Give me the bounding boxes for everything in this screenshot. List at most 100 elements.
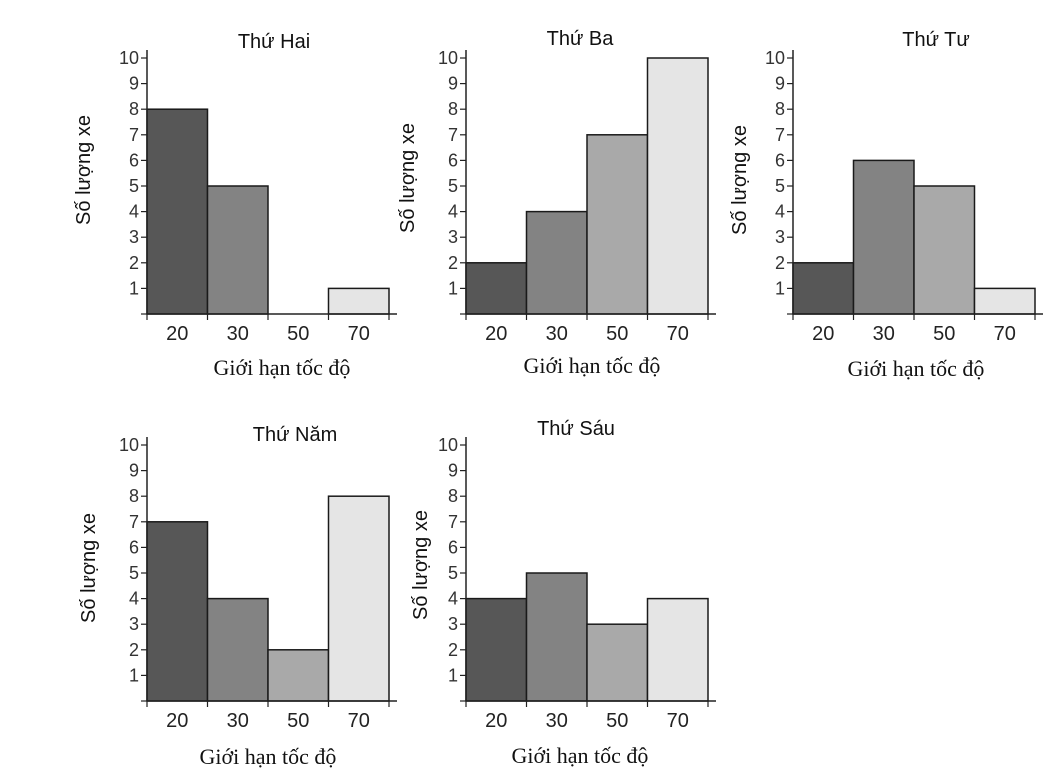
y-tick-label: 3	[129, 614, 139, 634]
bar-chart-2: 1 2 3 4 5 6 7 8 9 10 20 30 50 70 Thứ Ba Số lượng xe Giới…	[397, 28, 716, 378]
x-tick-label: 20	[485, 323, 507, 345]
y-axis-label: Số lượng xe	[397, 123, 419, 233]
y-tick-label: 4	[448, 589, 458, 609]
bar-20	[146, 521, 209, 702]
y-tick-label: 9	[129, 461, 139, 481]
y-tick-label: 1	[448, 665, 458, 685]
y-tick-label: 8	[448, 486, 458, 506]
y-tick-label: 7	[775, 125, 785, 145]
y-tick-label: 7	[448, 125, 458, 145]
y-tick-label: 4	[129, 589, 139, 609]
x-axis-label: Giới hạn tốc độ	[200, 744, 337, 769]
bar-30	[525, 572, 588, 702]
y-tick-label: 9	[448, 461, 458, 481]
x-tick-label: 50	[287, 323, 309, 345]
y-tick-label: 6	[448, 537, 458, 557]
y-tick-label: 3	[775, 227, 785, 247]
y-tick-label: 9	[775, 74, 785, 94]
bar-20	[465, 262, 528, 315]
y-tick-label: 10	[765, 48, 785, 68]
x-axis-label: Giới hạn tốc độ	[524, 353, 661, 378]
y-tick-label: 6	[129, 537, 139, 557]
y-tick-label: 9	[129, 74, 139, 94]
y-tick-label: 3	[448, 614, 458, 634]
y-tick-label: 4	[129, 202, 139, 222]
x-tick-label: 70	[994, 323, 1016, 345]
y-tick-label: 3	[448, 227, 458, 247]
y-tick-label: 2	[129, 640, 139, 660]
x-axis-label: Giới hạn tốc độ	[848, 356, 985, 381]
chart-title: Thứ Tư	[902, 29, 970, 51]
y-axis-label: Số lượng xe	[78, 513, 100, 623]
y-tick-label: 8	[448, 99, 458, 119]
bar-chart-3: 1 2 3 4 5 6 7 8 9 10 20 30 50 70 Thứ Tư Số lượng xe Giới…	[729, 29, 1043, 381]
chart-title: Thứ Sáu	[537, 418, 615, 440]
y-tick-label: 3	[129, 227, 139, 247]
x-tick-label: 50	[287, 710, 309, 732]
x-tick-label: 70	[667, 323, 689, 345]
x-axis-label: Giới hạn tốc độ	[214, 355, 351, 380]
bar-30	[206, 185, 269, 315]
bar-chart-5: 1 2 3 4 5 6 7 8 9 10 20 30 50 70 Thứ Sáu Số lượng xe Giớ…	[410, 418, 716, 768]
y-tick-label: 10	[438, 435, 458, 455]
y-tick-label: 8	[129, 99, 139, 119]
x-tick-label: 20	[812, 323, 834, 345]
x-tick-label: 70	[667, 710, 689, 732]
y-axis-label: Số lượng xe	[410, 510, 432, 620]
y-tick-label: 5	[129, 563, 139, 583]
x-tick-label: 30	[546, 323, 568, 345]
y-tick-label: 10	[119, 435, 139, 455]
bar-70	[646, 597, 709, 702]
y-tick-label: 4	[448, 202, 458, 222]
bar-20	[146, 108, 209, 315]
y-axis-label: Số lượng xe	[729, 125, 751, 235]
y-tick-label: 10	[119, 48, 139, 68]
x-tick-label: 30	[873, 323, 895, 345]
y-tick-label: 6	[775, 150, 785, 170]
y-tick-label: 8	[775, 99, 785, 119]
bar-30	[525, 210, 588, 315]
x-tick-label: 20	[166, 323, 188, 345]
x-tick-label: 70	[348, 323, 370, 345]
y-tick-label: 7	[448, 512, 458, 532]
y-tick-label: 2	[448, 253, 458, 273]
bar-30	[852, 159, 915, 315]
bar-20	[792, 262, 855, 315]
y-tick-label: 9	[448, 74, 458, 94]
bar-chart-4: 1 2 3 4 5 6 7 8 9 10 20 30 50 70 Thứ Năm Số lượng xe Giớ…	[78, 424, 397, 769]
y-tick-label: 2	[129, 253, 139, 273]
y-tick-label: 10	[438, 48, 458, 68]
y-tick-label: 1	[775, 278, 785, 298]
x-tick-label: 30	[227, 323, 249, 345]
bar-chart-1: 1 2 3 4 5 6 7 8 9 10 20 30 50 70 Thứ Hai Số lượng xe Giớ…	[73, 31, 397, 380]
y-tick-label: 5	[448, 563, 458, 583]
bar-70	[327, 495, 390, 702]
x-tick-label: 20	[485, 710, 507, 732]
y-axis-label: Số lượng xe	[73, 115, 95, 225]
y-tick-label: 2	[448, 640, 458, 660]
bar-50	[586, 134, 649, 315]
chart-title: Thứ Hai	[238, 31, 310, 53]
y-tick-label: 7	[129, 125, 139, 145]
y-tick-label: 8	[129, 486, 139, 506]
x-tick-label: 30	[227, 710, 249, 732]
y-tick-label: 4	[775, 202, 785, 222]
y-tick-label: 5	[448, 176, 458, 196]
bar-70	[327, 287, 390, 315]
y-tick-label: 5	[775, 176, 785, 196]
x-tick-label: 50	[606, 710, 628, 732]
x-tick-label: 30	[546, 710, 568, 732]
y-tick-label: 6	[129, 150, 139, 170]
y-tick-label: 6	[448, 150, 458, 170]
chart-title: Thứ Ba	[547, 28, 615, 50]
bar-50	[913, 185, 976, 315]
y-tick-label: 2	[775, 253, 785, 273]
bar-70	[973, 287, 1036, 315]
y-tick-label: 7	[129, 512, 139, 532]
x-tick-label: 70	[348, 710, 370, 732]
x-tick-label: 50	[606, 323, 628, 345]
x-tick-label: 50	[933, 323, 955, 345]
bar-50	[586, 623, 649, 702]
bar-50	[267, 649, 330, 702]
